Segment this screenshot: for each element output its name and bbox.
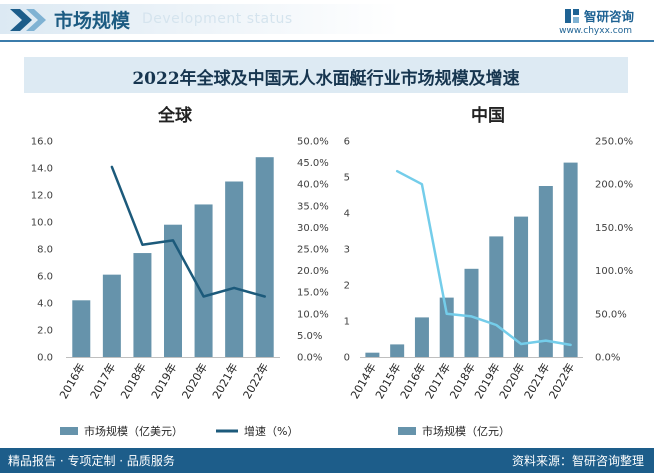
global-right-tick-label: 15.0% xyxy=(297,288,329,299)
chevron-right-icon xyxy=(10,9,46,31)
china-right-tick-label: 100.0% xyxy=(595,266,633,277)
charts-canvas: 全球 0.0 2.0 4.0 6.0 8.0 10.0 12.0 14.0 16.0 0.0% 5.0… xyxy=(31,105,634,438)
china-chart: 中国 0 1 2 3 4 5 6 0.0% 50.0% 100.0% 150.0% 200.0% 250.… xyxy=(344,105,634,438)
brand-name: 智研咨询 xyxy=(583,9,634,24)
title-band xyxy=(24,57,628,93)
china-right-tick-label: 250.0% xyxy=(595,137,633,148)
global-legend-label: 市场规模（亿美元） xyxy=(84,424,183,438)
global-legend-label: 增速（%） xyxy=(244,424,298,438)
global-left-tick-label: 0.0 xyxy=(37,353,53,364)
china-chart-title: 中国 xyxy=(471,105,505,126)
global-right-tick-label: 0.0% xyxy=(297,353,322,364)
china-left-tick-label: 1 xyxy=(344,317,350,328)
china-right-tick-label: 200.0% xyxy=(595,180,633,191)
china-bar-2021年 xyxy=(538,186,553,357)
global-right-tick-label: 40.0% xyxy=(297,180,329,191)
china-left-tick-label: 6 xyxy=(344,137,350,148)
global-category-label: 2021年 xyxy=(209,361,241,402)
global-category-label: 2016年 xyxy=(56,361,88,402)
china-right-tick-label: 150.0% xyxy=(595,223,633,234)
section-title: 市场规模 xyxy=(54,10,131,32)
brand-logo: 智研咨询 xyxy=(563,6,634,25)
global-bar-2021年 xyxy=(225,181,244,357)
global-category-label: 2019年 xyxy=(148,361,180,402)
global-bar-2018年 xyxy=(133,253,152,357)
global-left-tick-label: 6.0 xyxy=(37,272,53,283)
global-left-tick-label: 8.0 xyxy=(37,245,53,256)
china-left-tick-label: 4 xyxy=(344,209,350,220)
global-category-label: 2018年 xyxy=(117,361,149,402)
china-bar-2022年 xyxy=(563,162,578,357)
china-bar-2018年 xyxy=(464,268,479,357)
header-banner xyxy=(0,4,400,34)
global-left-tick-label: 14.0 xyxy=(31,164,53,175)
global-right-tick-label: 20.0% xyxy=(297,266,329,277)
global-chart: 全球 0.0 2.0 4.0 6.0 8.0 10.0 12.0 14.0 16.0 0.0% 5.0… xyxy=(31,105,329,438)
china-left-tick-label: 2 xyxy=(344,281,350,292)
china-bar-2014年 xyxy=(365,352,380,357)
china-right-tick-label: 0.0% xyxy=(595,353,620,364)
global-bar-2019年 xyxy=(164,224,182,357)
header-divider xyxy=(0,40,654,42)
global-bar-2022年 xyxy=(255,157,274,357)
china-bar-2015年 xyxy=(390,344,405,357)
section-subtitle: Development status xyxy=(142,11,293,27)
global-right-tick-label: 35.0% xyxy=(297,201,329,212)
footer: 精品报告 · 专项定制 · 品质服务 资料来源：智研咨询整理 xyxy=(0,448,654,473)
global-left-tick-label: 2.0 xyxy=(37,326,53,337)
global-right-tick-label: 10.0% xyxy=(297,309,329,320)
global-right-tick-label: 50.0% xyxy=(297,137,329,148)
china-legend-label: 市场规模（亿元） xyxy=(422,424,510,438)
footer-slogan: 精品报告 · 专项定制 · 品质服务 xyxy=(8,454,175,468)
global-right-tick-label: 45.0% xyxy=(297,158,329,169)
global-category-label: 2017年 xyxy=(87,361,119,402)
global-left-tick-label: 4.0 xyxy=(37,299,53,310)
china-bar-2016年 xyxy=(414,317,429,357)
global-category-label: 2020年 xyxy=(179,361,211,402)
global-left-tick-label: 16.0 xyxy=(31,137,53,148)
brand-url: www.chyxx.com xyxy=(559,26,632,36)
global-right-tick-label: 30.0% xyxy=(297,223,329,234)
global-category-label: 2022年 xyxy=(240,361,272,402)
global-right-tick-label: 5.0% xyxy=(297,331,322,342)
global-chart-title: 全球 xyxy=(157,105,193,126)
china-growth-line xyxy=(395,169,572,347)
china-left-tick-label: 5 xyxy=(344,173,350,184)
global-bar-2017年 xyxy=(102,274,121,357)
china-legend-bar-swatch xyxy=(398,427,416,435)
header: 市场规模 Development status 智研咨询 www.chyxx.c… xyxy=(0,0,654,40)
footer-source: 资料来源：智研咨询整理 xyxy=(511,454,644,468)
china-bar-2017年 xyxy=(439,297,454,357)
china-bar-2019年 xyxy=(489,236,504,357)
global-bar-2016年 xyxy=(72,300,91,357)
global-left-tick-label: 10.0 xyxy=(31,218,53,229)
global-bar-2020年 xyxy=(194,204,213,357)
main-title: 2022年全球及中国无人水面艇行业市场规模及增速 xyxy=(132,69,520,89)
brand-logo-icon xyxy=(564,8,579,23)
china-left-tick-label: 0 xyxy=(344,353,350,364)
china-left-tick-label: 3 xyxy=(344,245,350,256)
global-left-tick-label: 12.0 xyxy=(31,191,53,202)
global-growth-line xyxy=(110,165,266,298)
global-right-tick-label: 25.0% xyxy=(297,245,329,256)
china-bar-2020年 xyxy=(514,216,529,357)
global-legend-bar-swatch xyxy=(60,427,78,435)
china-right-tick-label: 50.0% xyxy=(595,309,627,320)
